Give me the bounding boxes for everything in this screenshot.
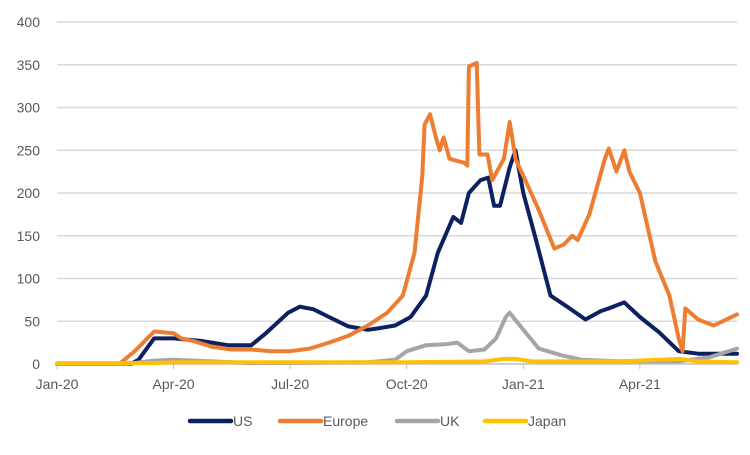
legend-label: Japan [528, 413, 566, 429]
legend-label: Europe [323, 413, 368, 429]
legend: US Europe UK Japan [187, 413, 566, 429]
series-lines [55, 61, 739, 366]
gridlines [57, 21, 737, 365]
legend-item-europe: Europe [277, 413, 368, 429]
y-tick-label: 100 [17, 271, 41, 287]
series-line-us [55, 148, 739, 366]
y-tick-label: 300 [17, 100, 41, 116]
x-tick-label: Oct-20 [386, 376, 428, 392]
legend-item-japan: Japan [482, 413, 566, 429]
x-tick-label: Apr-21 [619, 376, 661, 392]
series-line-japan [55, 356, 739, 366]
x-tick-label: Jan-20 [36, 376, 79, 392]
y-tick-label: 150 [17, 228, 41, 244]
y-tick-label: 350 [17, 57, 41, 73]
y-tick-label: 400 [17, 14, 41, 30]
legend-label: US [233, 413, 252, 429]
legend-item-uk: UK [394, 413, 460, 429]
x-tick-label: Jul-20 [271, 376, 309, 392]
legend-label: UK [440, 413, 460, 429]
x-tick-label: Apr-20 [153, 376, 195, 392]
x-axis-tick-labels: Jan-20 Apr-20 Jul-20 Oct-20 Jan-21 Apr-21 [36, 364, 661, 392]
series-line-europe [55, 61, 739, 366]
x-tick-label: Jan-21 [502, 376, 545, 392]
y-axis-tick-labels: 0 50 100 150 200 250 300 350 400 [17, 14, 41, 372]
y-tick-label: 200 [17, 185, 41, 201]
legend-item-us: US [187, 413, 252, 429]
y-tick-label: 50 [24, 313, 40, 329]
y-tick-label: 0 [32, 356, 40, 372]
y-tick-label: 250 [17, 142, 41, 158]
